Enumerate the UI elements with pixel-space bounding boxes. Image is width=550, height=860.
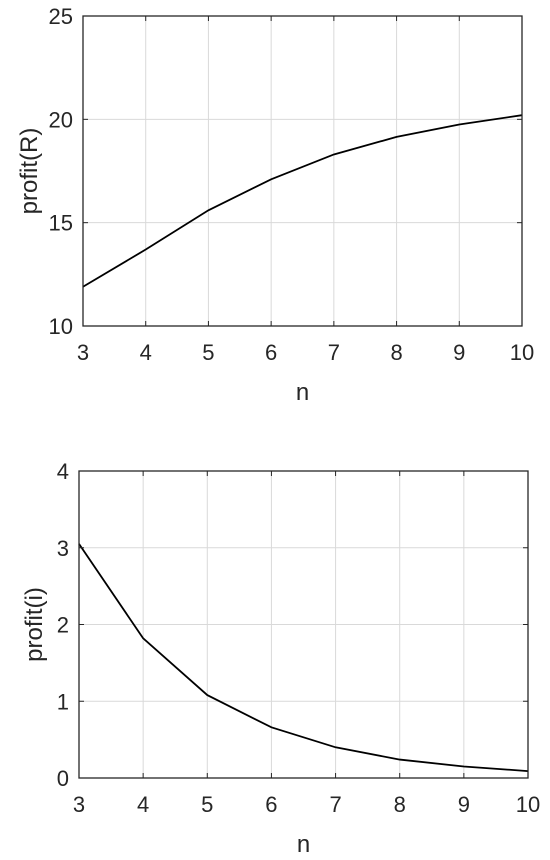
x-axis-label: n <box>296 379 309 406</box>
y-tick-label: 10 <box>49 314 73 339</box>
x-tick-label: 8 <box>390 340 402 365</box>
x-tick-label: 3 <box>77 340 89 365</box>
y-tick-label: 0 <box>57 766 69 791</box>
series-line <box>82 114 523 288</box>
chart-profit-r: 3 4 5 6 7 8 9 10 10 15 20 25 n profit(R) <box>16 4 534 406</box>
x-tick-label: 4 <box>140 340 152 365</box>
x-tick-label: 10 <box>516 792 540 817</box>
x-tick-label: 9 <box>453 340 465 365</box>
y-tick-label: 4 <box>57 459 69 484</box>
y-tick-label: 15 <box>49 211 73 236</box>
x-axis-label: n <box>297 831 310 858</box>
x-tick-label: 5 <box>202 340 214 365</box>
x-tick-label: 8 <box>394 792 406 817</box>
y-axis-label: profit(R) <box>16 128 43 215</box>
x-tick-label: 3 <box>73 792 85 817</box>
y-tick-label: 3 <box>57 536 69 561</box>
x-tick-label: 7 <box>329 792 341 817</box>
y-tick-label: 20 <box>49 107 73 132</box>
chart-profit-i: 3 4 5 6 7 8 9 10 0 1 2 3 4 n profit(i) <box>21 459 540 858</box>
series-line <box>78 543 529 772</box>
x-tick-label: 6 <box>265 340 277 365</box>
y-tick-label: 2 <box>57 613 69 638</box>
x-tick-label: 10 <box>510 340 534 365</box>
x-tick-label: 7 <box>328 340 340 365</box>
x-tick-label: 6 <box>265 792 277 817</box>
y-axis-label: profit(i) <box>21 587 48 662</box>
y-tick-label: 1 <box>57 689 69 714</box>
x-tick-label: 5 <box>201 792 213 817</box>
y-tick-label: 25 <box>49 4 73 29</box>
x-tick-label: 4 <box>137 792 149 817</box>
x-tick-label: 9 <box>458 792 470 817</box>
axes-frame <box>82 15 523 327</box>
